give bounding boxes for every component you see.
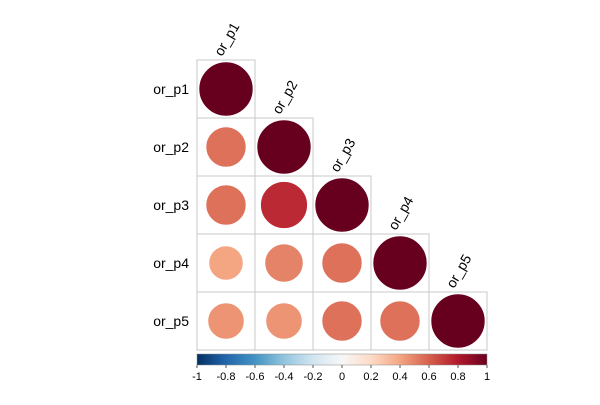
colorbar-tick-label: -1: [192, 371, 202, 383]
row-label: or_p5: [153, 313, 189, 329]
colorbar-tick-label: 0.8: [450, 371, 465, 383]
column-label: or_p5: [443, 251, 475, 290]
row-label: or_p4: [153, 255, 189, 271]
correlation-circle: [265, 302, 303, 340]
colorbar-tick-label: -0.2: [304, 371, 323, 383]
correlation-circle: [379, 300, 421, 342]
colorbar-tick-label: 0: [339, 371, 345, 383]
colorbar-tick-label: 0.4: [392, 371, 407, 383]
row-label: or_p3: [153, 197, 189, 213]
correlation-circle: [208, 245, 244, 281]
row-labels: or_p1 or_p2 or_p3 or_p4 or_p5: [153, 81, 189, 329]
correlation-circle: [207, 302, 245, 340]
correlation-circle: [260, 181, 308, 229]
correlation-circle: [321, 242, 363, 284]
correlation-circle: [205, 126, 247, 168]
circle-layer: [198, 61, 486, 349]
colorbar-tick-label: 1: [484, 371, 490, 383]
column-label: or_p2: [269, 77, 301, 116]
correlation-circle: [198, 61, 254, 117]
correlation-circle: [430, 293, 486, 349]
colorbar-tick-label: -0.4: [275, 371, 294, 383]
colorbar-tick-label: 0.2: [363, 371, 378, 383]
colorbar-tick-label: 0.6: [421, 371, 436, 383]
correlation-circle: [372, 235, 428, 291]
colorbar-bar: [196, 353, 488, 366]
correlation-circle: [264, 243, 304, 283]
column-label: or_p4: [385, 193, 417, 232]
correlation-circle: [205, 184, 247, 226]
colorbar-tick-label: -0.8: [217, 371, 236, 383]
correlation-circle: [314, 177, 370, 233]
colorbar: -1 -0.8 -0.6 -0.4 -0.2 0 0.2 0.4 0.6 0.8 1: [192, 353, 490, 383]
colorbar-tick-label: -0.6: [246, 371, 265, 383]
row-label: or_p2: [153, 139, 189, 155]
row-label: or_p1: [153, 81, 189, 97]
column-label: or_p3: [327, 135, 359, 174]
correlation-circle: [321, 300, 363, 342]
column-label: or_p1: [211, 19, 243, 58]
correlation-circle: [256, 119, 312, 175]
